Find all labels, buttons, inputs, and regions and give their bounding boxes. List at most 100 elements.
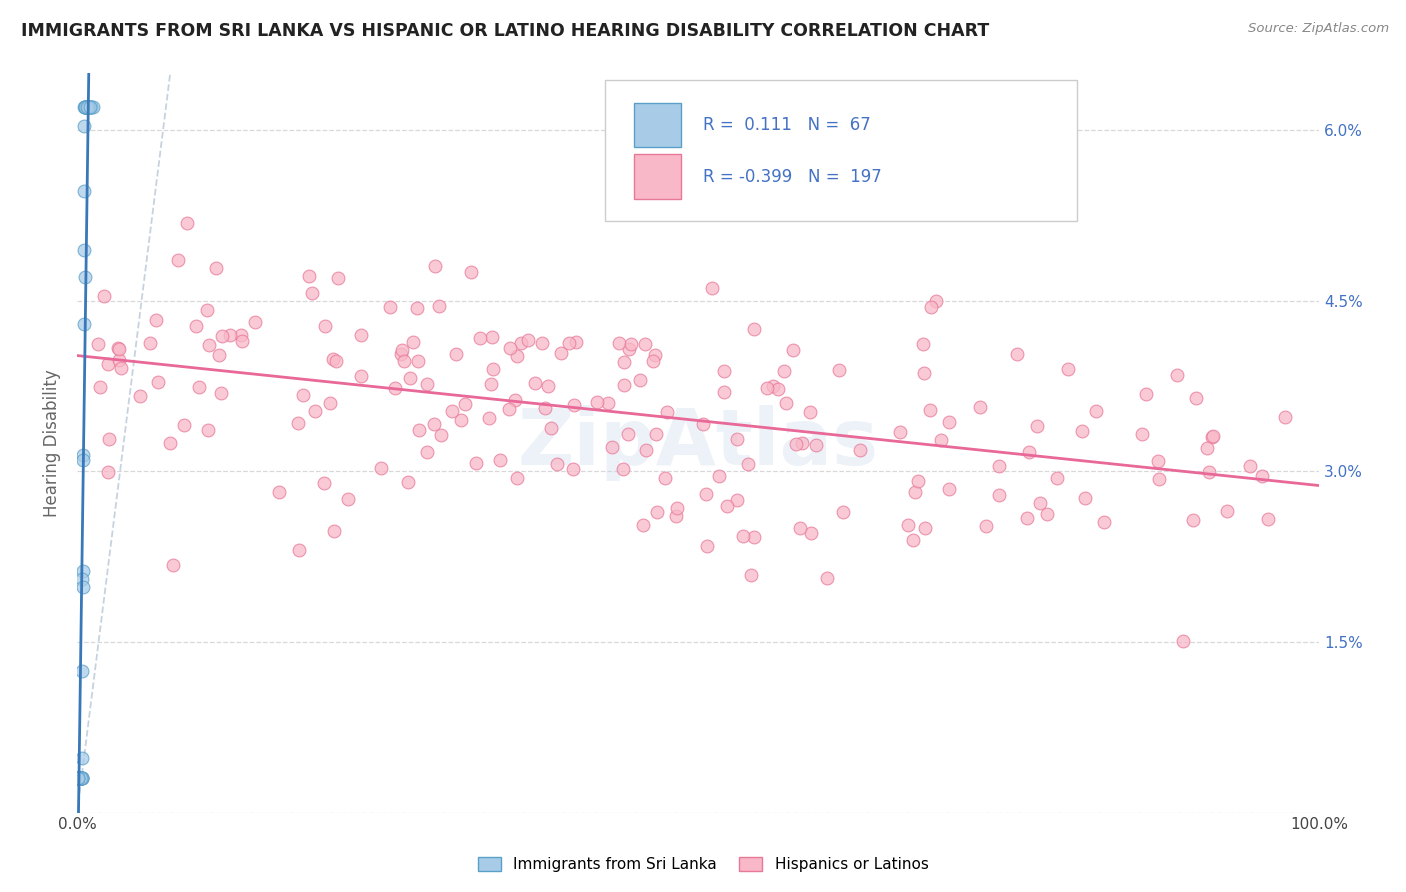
Point — [198, 338, 221, 352]
Text: ZipAtlas: ZipAtlas — [517, 405, 879, 481]
Point — [815, 571, 838, 585]
Point — [562, 398, 585, 412]
Point — [73, 100, 96, 114]
Point — [931, 433, 953, 447]
Point — [208, 348, 231, 362]
Point — [97, 433, 120, 447]
Point — [586, 395, 609, 409]
Point — [1026, 419, 1049, 434]
Point — [631, 517, 654, 532]
Point — [322, 352, 344, 367]
Point — [904, 484, 927, 499]
Point — [832, 505, 855, 519]
Point — [145, 313, 167, 327]
Point — [176, 216, 198, 230]
Point — [804, 438, 827, 452]
Point — [696, 539, 718, 553]
Point — [630, 373, 652, 387]
Point — [969, 401, 991, 415]
Point — [907, 475, 929, 489]
Point — [912, 337, 935, 351]
Point — [613, 354, 636, 368]
Point — [1135, 387, 1157, 401]
Point — [654, 471, 676, 485]
Point — [1173, 633, 1195, 648]
Point — [912, 366, 935, 380]
Y-axis label: Hearing Disability: Hearing Disability — [44, 369, 60, 516]
Point — [148, 375, 170, 389]
Point — [422, 417, 444, 431]
Point — [197, 423, 219, 437]
Point — [849, 442, 872, 457]
Point — [70, 772, 93, 786]
Point — [77, 100, 100, 114]
Point — [301, 285, 323, 300]
Point — [69, 772, 91, 786]
Point — [450, 412, 472, 426]
Point — [82, 100, 104, 114]
Point — [396, 475, 419, 489]
Point — [291, 388, 314, 402]
Point — [740, 567, 762, 582]
Point — [800, 526, 823, 541]
Point — [128, 389, 150, 403]
Point — [73, 100, 96, 114]
Point — [644, 348, 666, 362]
Point — [657, 405, 679, 419]
Point — [613, 378, 636, 392]
Point — [499, 341, 522, 355]
Point — [1202, 429, 1225, 443]
Point — [70, 572, 93, 586]
Point — [75, 100, 97, 114]
Point — [479, 376, 502, 391]
Point — [107, 341, 129, 355]
Point — [75, 100, 97, 114]
Point — [546, 457, 568, 471]
Point — [70, 750, 93, 764]
Point — [620, 337, 643, 351]
Point — [1070, 424, 1092, 438]
Point — [73, 119, 96, 133]
Point — [737, 457, 759, 471]
Point — [389, 347, 412, 361]
Point — [1092, 515, 1115, 529]
Point — [350, 369, 373, 384]
Point — [73, 100, 96, 114]
Point — [69, 772, 91, 786]
Point — [429, 428, 451, 442]
Point — [1018, 444, 1040, 458]
Point — [534, 401, 557, 416]
Point — [465, 456, 488, 470]
Point — [67, 772, 90, 786]
Point — [897, 517, 920, 532]
Point — [269, 484, 291, 499]
Point — [1201, 430, 1223, 444]
Point — [70, 772, 93, 786]
Point — [70, 772, 93, 786]
Text: Source: ZipAtlas.com: Source: ZipAtlas.com — [1249, 22, 1389, 36]
Point — [889, 425, 911, 439]
Point — [391, 343, 413, 357]
Point — [79, 100, 101, 114]
Point — [80, 100, 103, 114]
Point — [415, 376, 437, 391]
Point — [725, 493, 748, 508]
Point — [914, 521, 936, 535]
Point — [76, 100, 98, 114]
Point — [378, 300, 401, 314]
Point — [920, 300, 942, 314]
Point — [69, 772, 91, 786]
Point — [1005, 346, 1028, 360]
Point — [76, 100, 98, 114]
Point — [1257, 512, 1279, 526]
Point — [700, 280, 723, 294]
Point — [1147, 472, 1170, 486]
Point — [772, 364, 794, 378]
Point — [66, 772, 89, 786]
Point — [72, 580, 94, 594]
Text: IMMIGRANTS FROM SRI LANKA VS HISPANIC OR LATINO HEARING DISABILITY CORRELATION C: IMMIGRANTS FROM SRI LANKA VS HISPANIC OR… — [21, 22, 990, 40]
Point — [598, 396, 620, 410]
Point — [785, 436, 807, 450]
Point — [1046, 470, 1069, 484]
Point — [607, 336, 630, 351]
